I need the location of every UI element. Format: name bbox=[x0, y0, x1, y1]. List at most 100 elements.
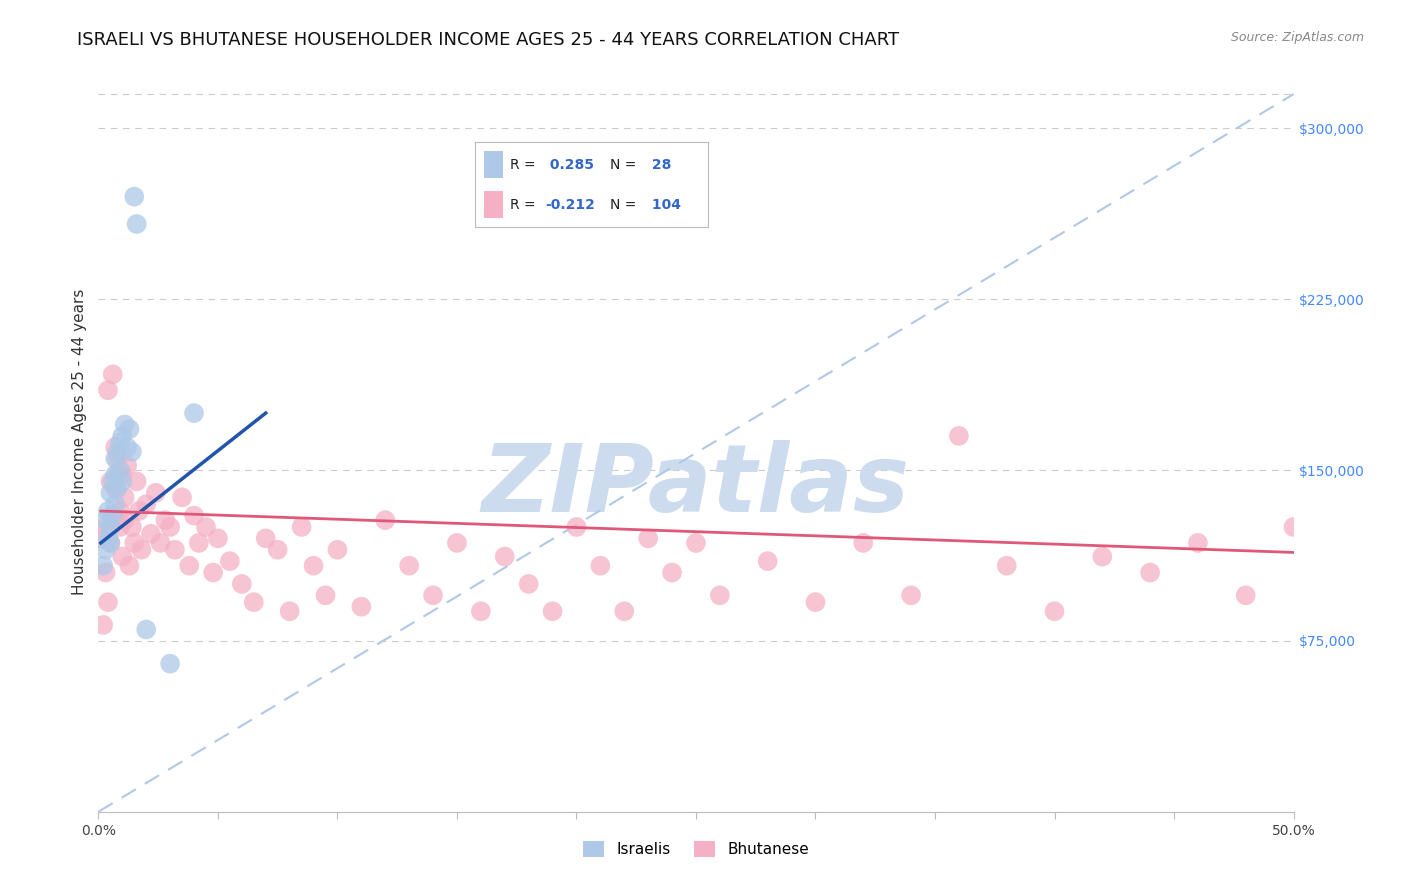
Point bbox=[1306, 558, 1329, 573]
Point bbox=[159, 657, 181, 671]
Text: Source: ZipAtlas.com: Source: ZipAtlas.com bbox=[1230, 31, 1364, 45]
Point bbox=[125, 475, 148, 489]
Point bbox=[135, 623, 157, 637]
Point bbox=[326, 542, 349, 557]
Point bbox=[1091, 549, 1114, 564]
Point bbox=[613, 604, 636, 618]
Point bbox=[104, 440, 127, 454]
Point bbox=[155, 513, 177, 527]
Point bbox=[108, 463, 131, 477]
Point bbox=[90, 532, 112, 546]
Point bbox=[111, 429, 134, 443]
Y-axis label: Householder Income Ages 25 - 44 years: Householder Income Ages 25 - 44 years bbox=[72, 288, 87, 595]
Point bbox=[107, 444, 129, 458]
Point bbox=[149, 536, 172, 550]
Point bbox=[254, 532, 277, 546]
Point bbox=[124, 536, 146, 550]
Point bbox=[948, 429, 970, 443]
Point bbox=[1378, 604, 1400, 618]
Point bbox=[94, 542, 117, 557]
Point bbox=[709, 588, 731, 602]
Point bbox=[183, 406, 205, 420]
Point bbox=[98, 536, 122, 550]
Point bbox=[124, 189, 146, 203]
Point bbox=[541, 604, 564, 618]
Point bbox=[1234, 588, 1257, 602]
Point bbox=[1282, 520, 1305, 534]
Point bbox=[91, 558, 114, 573]
Point bbox=[131, 542, 153, 557]
Point bbox=[107, 481, 129, 495]
Point bbox=[108, 520, 131, 534]
Point bbox=[995, 558, 1018, 573]
Point bbox=[104, 451, 127, 466]
Point bbox=[101, 508, 124, 523]
Point bbox=[163, 542, 186, 557]
Point bbox=[302, 558, 325, 573]
Point bbox=[1139, 566, 1161, 580]
Point bbox=[900, 588, 922, 602]
Point bbox=[111, 549, 134, 564]
Point bbox=[219, 554, 242, 568]
Point bbox=[231, 577, 253, 591]
Point bbox=[91, 618, 114, 632]
Point bbox=[114, 417, 136, 432]
Point bbox=[101, 475, 124, 489]
Point bbox=[267, 542, 290, 557]
Point bbox=[145, 485, 167, 500]
Point bbox=[139, 526, 162, 541]
Point bbox=[187, 536, 209, 550]
Point bbox=[114, 513, 136, 527]
Point bbox=[128, 504, 150, 518]
Point bbox=[118, 558, 141, 573]
Point bbox=[121, 444, 143, 458]
Point bbox=[315, 588, 337, 602]
Point bbox=[1402, 566, 1406, 580]
Text: ZIPatlas: ZIPatlas bbox=[482, 440, 910, 532]
Point bbox=[446, 536, 468, 550]
Point bbox=[97, 595, 120, 609]
Point bbox=[94, 566, 117, 580]
Point bbox=[494, 549, 516, 564]
Point bbox=[104, 497, 127, 511]
Point bbox=[97, 504, 120, 518]
Point bbox=[470, 604, 492, 618]
Point bbox=[108, 504, 131, 518]
Point bbox=[172, 491, 194, 505]
Point bbox=[98, 475, 122, 489]
Point bbox=[94, 520, 117, 534]
Point bbox=[94, 513, 117, 527]
Point bbox=[422, 588, 444, 602]
Point bbox=[1043, 604, 1066, 618]
Point bbox=[202, 566, 225, 580]
Point bbox=[97, 532, 120, 546]
Text: ISRAELI VS BHUTANESE HOUSEHOLDER INCOME AGES 25 - 44 YEARS CORRELATION CHART: ISRAELI VS BHUTANESE HOUSEHOLDER INCOME … bbox=[77, 31, 900, 49]
Point bbox=[114, 491, 136, 505]
Point bbox=[98, 520, 122, 534]
Point bbox=[637, 532, 659, 546]
Point bbox=[104, 481, 127, 495]
Point bbox=[685, 536, 707, 550]
Point bbox=[374, 513, 396, 527]
Point bbox=[115, 440, 138, 454]
Point bbox=[183, 508, 205, 523]
Point bbox=[159, 520, 181, 534]
Point bbox=[135, 497, 157, 511]
Point bbox=[115, 458, 138, 473]
Point bbox=[101, 368, 124, 382]
Point bbox=[207, 532, 229, 546]
Point bbox=[111, 467, 134, 482]
Point bbox=[125, 217, 148, 231]
Point bbox=[107, 467, 129, 482]
Point bbox=[278, 604, 301, 618]
Point bbox=[97, 384, 120, 398]
Point bbox=[852, 536, 875, 550]
Point bbox=[565, 520, 588, 534]
Legend: Israelis, Bhutanese: Israelis, Bhutanese bbox=[576, 835, 815, 863]
Point bbox=[98, 536, 122, 550]
Point bbox=[661, 566, 683, 580]
Point bbox=[195, 520, 218, 534]
Point bbox=[1187, 536, 1209, 550]
Point bbox=[121, 520, 143, 534]
Point bbox=[398, 558, 420, 573]
